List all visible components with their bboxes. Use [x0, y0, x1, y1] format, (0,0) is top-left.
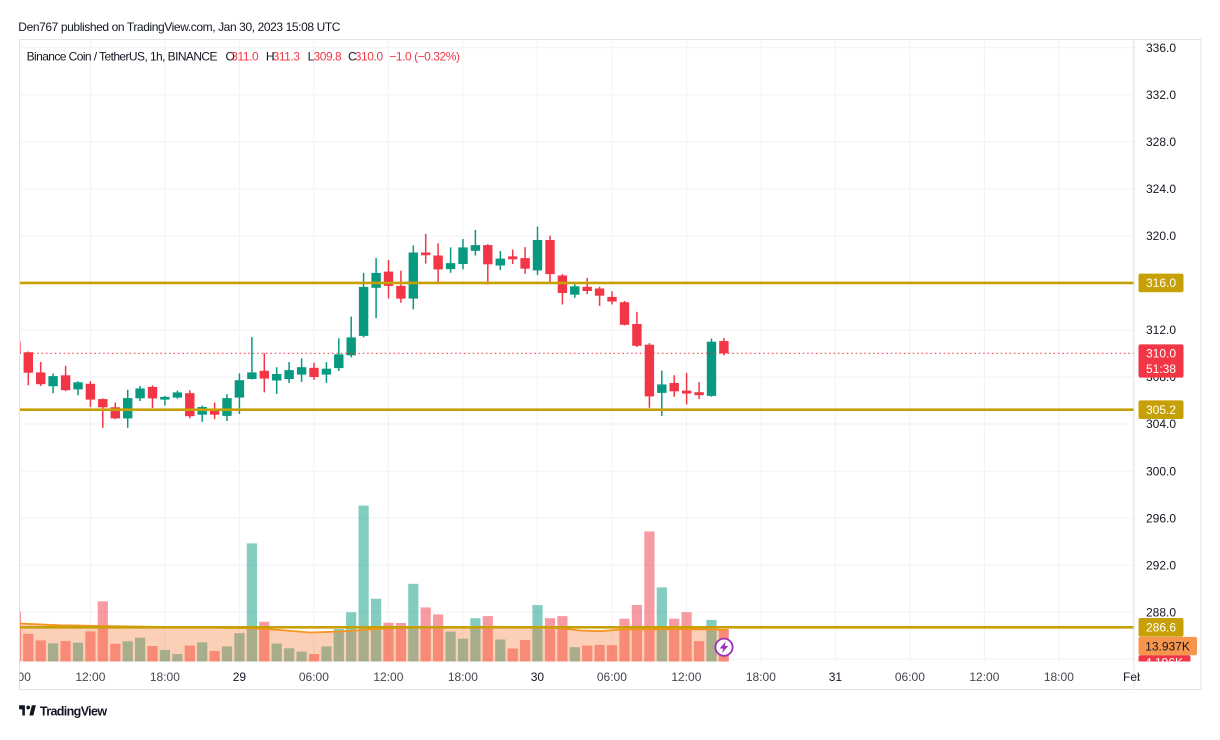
svg-text:Binance Coin / TetherUS, 1h, B: Binance Coin / TetherUS, 1h, BINANCE: [27, 49, 218, 63]
svg-text:316.0: 316.0: [1146, 276, 1176, 290]
svg-text:18:00: 18:00: [150, 670, 180, 684]
svg-text:06:00: 06:00: [1, 670, 31, 684]
svg-text:H: H: [266, 49, 274, 63]
svg-text:12:00: 12:00: [373, 670, 403, 684]
svg-text:328.0: 328.0: [1146, 135, 1176, 149]
svg-text:288.0: 288.0: [1146, 605, 1176, 619]
svg-text:4.196K: 4.196K: [1145, 655, 1183, 669]
svg-text:310.0: 310.0: [355, 49, 384, 63]
svg-text:18:00: 18:00: [448, 670, 478, 684]
svg-text:286.6: 286.6: [1146, 621, 1176, 635]
svg-text:Den767 published on TradingVie: Den767 published on TradingView.com, Jan…: [18, 20, 340, 34]
svg-text:310.0: 310.0: [1146, 347, 1176, 361]
svg-text:O: O: [226, 49, 235, 63]
svg-text:311.0: 311.0: [231, 49, 259, 63]
svg-text:Feb: Feb: [1123, 670, 1144, 684]
svg-text:C: C: [348, 49, 357, 63]
svg-text:332.0: 332.0: [1146, 88, 1176, 102]
svg-text:296.0: 296.0: [1146, 511, 1176, 525]
svg-text:30: 30: [531, 670, 545, 684]
svg-text:06:00: 06:00: [299, 670, 329, 684]
svg-text:336.0: 336.0: [1146, 41, 1176, 55]
svg-text:18:00: 18:00: [746, 670, 776, 684]
svg-text:304.0: 304.0: [1146, 417, 1176, 431]
svg-text:312.0: 312.0: [1146, 323, 1176, 337]
svg-text:29: 29: [233, 670, 247, 684]
svg-text:320.0: 320.0: [1146, 229, 1176, 243]
svg-text:TradingView: TradingView: [40, 704, 107, 718]
svg-text:309.8: 309.8: [314, 49, 343, 63]
svg-text:13.937K: 13.937K: [1145, 639, 1190, 653]
svg-text:06:00: 06:00: [597, 670, 627, 684]
svg-text:31: 31: [829, 670, 843, 684]
svg-text:18:00: 18:00: [1044, 670, 1074, 684]
svg-text:324.0: 324.0: [1146, 182, 1176, 196]
svg-text:51:38: 51:38: [1146, 362, 1176, 376]
svg-text:−1.0 (−0.32%): −1.0 (−0.32%): [389, 49, 460, 63]
svg-text:300.0: 300.0: [1146, 464, 1176, 478]
svg-text:12:00: 12:00: [969, 670, 999, 684]
svg-text:305.2: 305.2: [1146, 403, 1176, 417]
svg-text:292.0: 292.0: [1146, 558, 1176, 572]
svg-text:06:00: 06:00: [895, 670, 925, 684]
svg-text:12:00: 12:00: [671, 670, 701, 684]
svg-text:12:00: 12:00: [75, 670, 105, 684]
svg-text:L: L: [308, 49, 315, 63]
svg-text:311.3: 311.3: [273, 49, 301, 63]
